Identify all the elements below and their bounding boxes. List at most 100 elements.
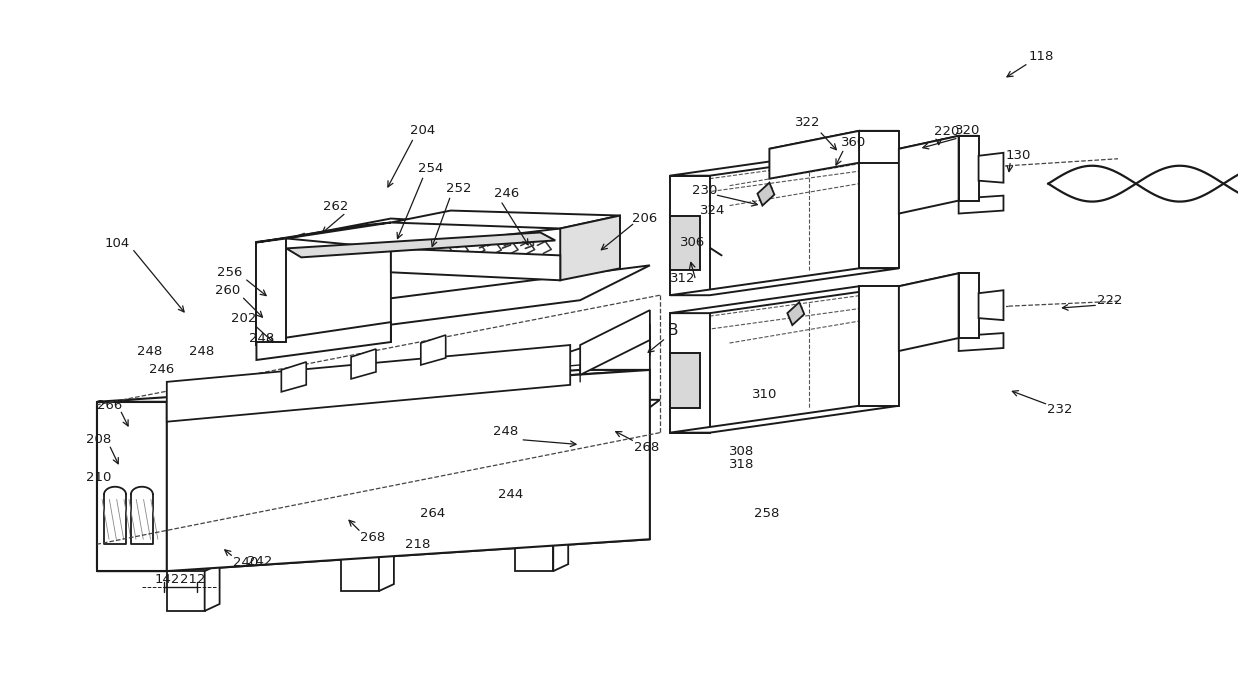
Text: 266: 266 <box>98 399 123 412</box>
Polygon shape <box>560 215 620 280</box>
Polygon shape <box>286 219 560 248</box>
Polygon shape <box>341 556 379 591</box>
Polygon shape <box>97 539 650 571</box>
Polygon shape <box>531 325 650 395</box>
Text: 258: 258 <box>754 507 779 520</box>
Text: 360: 360 <box>842 136 867 150</box>
Polygon shape <box>899 273 959 351</box>
Text: 208: 208 <box>87 433 112 446</box>
Text: 252: 252 <box>446 182 471 195</box>
Polygon shape <box>978 290 1003 320</box>
Text: 244: 244 <box>497 488 523 501</box>
Polygon shape <box>257 266 650 342</box>
Text: 218: 218 <box>405 538 430 551</box>
Polygon shape <box>758 182 775 206</box>
Polygon shape <box>257 238 286 342</box>
Polygon shape <box>286 233 556 257</box>
Polygon shape <box>670 149 899 175</box>
Polygon shape <box>899 136 978 149</box>
Text: 248: 248 <box>492 425 518 438</box>
Polygon shape <box>600 380 640 435</box>
Polygon shape <box>670 175 709 295</box>
Polygon shape <box>670 287 899 313</box>
Polygon shape <box>351 349 376 379</box>
Text: 320: 320 <box>955 124 981 138</box>
Polygon shape <box>205 564 219 611</box>
Polygon shape <box>167 571 205 611</box>
Text: 240: 240 <box>233 556 258 569</box>
Text: 248: 248 <box>249 331 274 345</box>
Polygon shape <box>257 222 391 243</box>
Text: 202: 202 <box>231 312 257 324</box>
Polygon shape <box>899 136 959 213</box>
Text: 254: 254 <box>418 162 444 175</box>
Polygon shape <box>97 370 650 402</box>
Polygon shape <box>859 287 899 406</box>
Text: 324: 324 <box>699 204 725 217</box>
Text: 130: 130 <box>1006 150 1032 162</box>
Text: 142: 142 <box>154 572 180 586</box>
Polygon shape <box>670 215 699 271</box>
Polygon shape <box>769 131 859 179</box>
Text: 242: 242 <box>247 554 272 568</box>
Text: 268: 268 <box>361 531 386 544</box>
Text: 308: 308 <box>729 445 754 458</box>
Polygon shape <box>167 370 650 571</box>
Polygon shape <box>167 501 650 554</box>
Polygon shape <box>959 333 1003 351</box>
Text: 206: 206 <box>632 212 657 225</box>
Polygon shape <box>97 405 167 567</box>
Polygon shape <box>379 549 394 591</box>
Text: 220: 220 <box>934 125 960 138</box>
Polygon shape <box>670 268 899 295</box>
Polygon shape <box>391 210 620 229</box>
Text: 212: 212 <box>180 572 206 586</box>
Text: 222: 222 <box>1097 294 1122 307</box>
Text: 118: 118 <box>1029 50 1054 63</box>
Text: 256: 256 <box>217 266 242 279</box>
Text: 246: 246 <box>149 363 175 377</box>
Polygon shape <box>859 149 899 268</box>
Polygon shape <box>670 353 699 408</box>
Text: 310: 310 <box>751 389 777 401</box>
Text: 264: 264 <box>420 507 445 520</box>
Text: 322: 322 <box>795 117 820 129</box>
Text: 210: 210 <box>87 471 112 484</box>
Text: 262: 262 <box>324 200 348 213</box>
Text: 248: 248 <box>188 345 215 359</box>
Polygon shape <box>105 415 159 440</box>
Polygon shape <box>257 222 391 342</box>
Polygon shape <box>580 335 650 435</box>
Text: 232: 232 <box>1048 403 1073 417</box>
Polygon shape <box>391 248 560 280</box>
Polygon shape <box>97 402 167 571</box>
Polygon shape <box>257 275 296 345</box>
Polygon shape <box>167 400 660 430</box>
Polygon shape <box>769 131 899 149</box>
Text: 260: 260 <box>215 284 241 297</box>
Polygon shape <box>580 310 650 375</box>
Polygon shape <box>959 196 1003 213</box>
Polygon shape <box>257 322 391 360</box>
Polygon shape <box>899 273 978 287</box>
Polygon shape <box>167 345 570 421</box>
Polygon shape <box>420 335 445 365</box>
Text: 318: 318 <box>729 458 754 471</box>
Text: 230: 230 <box>692 184 718 197</box>
Polygon shape <box>670 406 899 433</box>
Text: 248: 248 <box>138 345 162 359</box>
Text: 104: 104 <box>104 237 130 250</box>
Polygon shape <box>859 131 899 163</box>
Polygon shape <box>959 273 978 338</box>
Polygon shape <box>670 313 709 433</box>
Polygon shape <box>787 302 805 325</box>
Text: 204: 204 <box>410 124 435 138</box>
Text: 268: 268 <box>635 441 660 454</box>
Polygon shape <box>978 153 1003 182</box>
Text: B: B <box>667 322 678 338</box>
Polygon shape <box>959 136 978 201</box>
Polygon shape <box>281 362 306 392</box>
Text: 312: 312 <box>670 272 696 284</box>
Text: 246: 246 <box>494 187 520 200</box>
Polygon shape <box>553 532 568 571</box>
